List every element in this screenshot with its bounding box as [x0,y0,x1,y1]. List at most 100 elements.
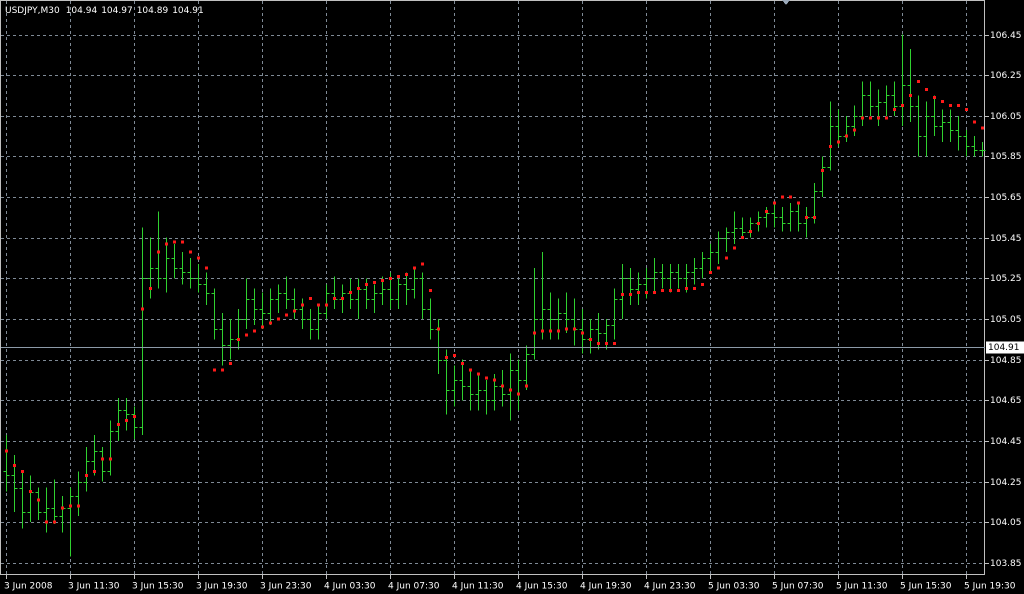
sar-dot [205,266,208,270]
sar-dot [453,354,456,358]
sar-dot [981,126,984,130]
header-high: 104.97 [101,6,133,16]
header-close: 104.91 [172,6,204,16]
sar-dot [125,419,128,423]
sar-dot [141,307,144,311]
plot-border [0,0,985,575]
x-tick-label: 4 Jun 03:30 [324,582,376,592]
sar-dot [405,272,408,276]
sar-dot [909,93,912,97]
sar-dot [53,520,56,524]
sar-dot [845,134,848,138]
sar-dot [821,169,824,173]
y-tick-label: 104.25 [990,478,1022,488]
sar-dot [77,504,80,508]
y-tick-label: 104.45 [990,437,1022,447]
sar-dot [581,331,584,335]
sar-dot [309,297,312,301]
sar-dot [509,388,512,392]
sar-dot [293,309,296,313]
sar-dot [733,246,736,250]
x-tick-label: 3 Jun 23:30 [260,582,312,592]
sar-dot [197,256,200,260]
sar-dot [573,327,576,331]
sar-dot [461,362,464,366]
sar-dot [389,276,392,280]
sar-dot [277,317,280,321]
sar-dot [885,116,888,120]
y-tick-label: 104.05 [990,518,1022,528]
y-tick-label: 104.85 [990,356,1022,366]
sar-dot [717,266,720,270]
sar-dot [869,116,872,120]
sar-dot [213,368,216,372]
sar-dot [229,362,232,366]
sar-dot [549,329,552,333]
sar-dot [541,329,544,333]
sar-dot [781,195,784,199]
sar-dot [789,195,792,199]
x-tick-label: 4 Jun 19:30 [580,582,632,592]
sar-dot [917,79,920,83]
x-tick-label: 5 Jun 19:30 [964,582,1016,592]
sar-dot [685,287,688,291]
sar-dot [677,289,680,293]
sar-dot [517,392,520,396]
sar-dot [269,321,272,325]
sar-dot [597,341,600,345]
price-label: 104.91 [988,343,1020,353]
sar-dot [5,449,8,453]
sar-dot [725,256,728,260]
sar-dot [805,215,808,219]
sar-dot [117,423,120,427]
sar-dot [877,116,880,120]
sar-dot [357,287,360,291]
sar-dot [189,250,192,254]
x-tick-label: 4 Jun 15:30 [516,582,568,592]
sar-dot [933,96,936,100]
x-tick-label: 4 Jun 23:30 [644,582,696,592]
y-tick-label: 105.45 [990,234,1022,244]
x-tick-label: 4 Jun 07:30 [388,582,440,592]
sar-dot [741,236,744,240]
y-tick-label: 105.65 [990,193,1022,203]
sar-dot [221,368,224,372]
sar-dot [893,108,896,112]
sar-dot [437,327,440,331]
y-tick-label: 106.05 [990,112,1022,122]
sar-dot [765,209,768,213]
sar-dot [965,108,968,112]
y-tick-label: 103.85 [990,559,1022,569]
x-tick-label: 5 Jun 15:30 [900,582,952,592]
sar-dot [61,506,64,510]
sar-dot [669,289,672,293]
sar-dot [301,303,304,307]
sar-dot [317,303,320,307]
sar-dot [757,221,760,225]
sar-dot [693,287,696,291]
sar-dot [813,215,816,219]
sar-dot [837,140,840,144]
sar-dot [589,337,592,341]
header-low: 104.89 [137,6,169,16]
sar-dot [525,384,528,388]
sar-dot [421,262,424,266]
sar-dot [861,116,864,120]
y-tick-label: 105.05 [990,315,1022,325]
symbol: USDJPY,M30 [5,6,60,16]
sar-dot [477,372,480,376]
sar-dot [13,463,16,467]
sar-dot [37,498,40,502]
sar-dot [749,230,752,234]
sar-dot [613,341,616,345]
y-tick-label: 106.45 [990,31,1022,41]
sar-dot [493,378,496,382]
sar-dot [557,329,560,333]
sar-dot [381,278,384,282]
sar-dot [85,473,88,477]
sar-dot [285,313,288,317]
sar-dot [373,280,376,284]
x-tick-label: 5 Jun 03:30 [708,582,760,592]
